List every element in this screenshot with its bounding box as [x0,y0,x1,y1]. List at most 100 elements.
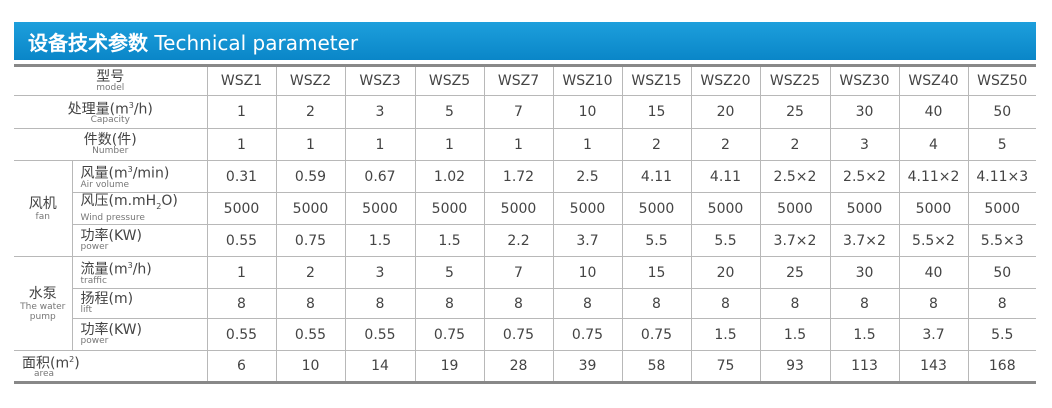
cell-number: 1 [483,128,554,161]
cell-wind-pressure: 5000 [275,192,346,225]
label-air-volume: 风量(m3/min) Air volume [71,160,208,193]
cell-area: 14 [344,350,416,383]
cell-pump-power: 1.5 [759,318,831,351]
cell-lift: 8 [690,288,761,319]
group-fan: 风机 fan [14,160,73,257]
cell-wind-pressure: 5000 [552,192,623,225]
title-en: Technical parameter [154,31,359,55]
cell-area: 58 [621,350,692,383]
cell-area: 168 [967,350,1036,383]
cell-wind-pressure: 5000 [206,192,277,225]
cell-number: 1 [552,128,623,161]
cell-wind-pressure: 5000 [690,192,761,225]
cell-lift: 8 [829,288,900,319]
cell-wind-pressure: 5000 [967,192,1036,225]
cell-traffic: 3 [344,256,416,289]
row-wind-pressure: 风压(m.mH2O) Wind pressure 5000 5000 5000 … [14,192,1036,225]
cell-traffic: 2 [275,256,346,289]
cell-air-volume: 1.02 [414,160,485,193]
cell-lift: 8 [206,288,277,319]
cell-lift: 8 [344,288,416,319]
cell-number: 2 [759,128,831,161]
row-lift: 扬程(m) lift 8 8 8 8 8 8 8 8 8 8 8 8 [14,288,1036,319]
parameter-table: 型号 model WSZ1 WSZ2 WSZ3 WSZ5 WSZ7 WSZ10 … [14,64,1036,384]
cell-traffic: 5 [414,256,485,289]
cell-fan-power: 0.75 [275,224,346,257]
cell-number: 1 [414,128,485,161]
cell-lift: 8 [552,288,623,319]
cell-model: WSZ20 [690,65,761,96]
cell-fan-power: 0.55 [206,224,277,257]
cell-traffic: 30 [829,256,900,289]
cell-area: 10 [275,350,346,383]
cell-area: 28 [483,350,554,383]
cell-air-volume: 0.59 [275,160,346,193]
row-traffic: 水泵 The water pump 流量(m3/h) traffic 1 2 3… [14,256,1036,351]
cell-air-volume: 1.72 [483,160,554,193]
cell-area: 93 [759,350,831,383]
cell-wind-pressure: 5000 [829,192,900,225]
cell-air-volume: 2.5×2 [829,160,900,193]
group-water-pump: 水泵 The water pump [14,256,73,351]
cell-pump-power: 0.75 [621,318,692,351]
cell-model: WSZ50 [967,65,1036,96]
cell-capacity: 20 [690,95,761,129]
cell-pump-power: 5.5 [967,318,1036,351]
cell-area: 19 [414,350,485,383]
cell-fan-power: 5.5 [621,224,692,257]
cell-model: WSZ10 [552,65,623,96]
row-model: 型号 model WSZ1 WSZ2 WSZ3 WSZ5 WSZ7 WSZ10 … [14,65,1036,96]
title-cn: 设备技术参数 [28,31,148,55]
cell-pump-power: 3.7 [898,318,969,351]
cell-lift: 8 [898,288,969,319]
cell-number: 2 [690,128,761,161]
cell-pump-power: 0.75 [483,318,554,351]
cell-capacity: 30 [829,95,900,129]
cell-traffic: 7 [483,256,554,289]
cell-model: WSZ3 [344,65,416,96]
cell-pump-power: 1.5 [690,318,761,351]
cell-area: 143 [898,350,969,383]
cell-capacity: 15 [621,95,692,129]
cell-capacity: 2 [275,95,346,129]
cell-traffic: 40 [898,256,969,289]
cell-model: WSZ1 [206,65,277,96]
cell-capacity: 7 [483,95,554,129]
row-fan-power: 功率(KW) power 0.55 0.75 1.5 1.5 2.2 3.7 5… [14,224,1036,257]
cell-capacity: 50 [967,95,1036,129]
label-fan-power: 功率(KW) power [72,224,208,257]
cell-traffic: 20 [690,256,761,289]
cell-number: 4 [898,128,969,161]
cell-lift: 8 [967,288,1036,319]
cell-pump-power: 0.55 [206,318,277,351]
cell-area: 75 [690,350,761,383]
row-pump-power: 功率(KW) power 0.55 0.55 0.55 0.75 0.75 0.… [14,318,1036,351]
cell-fan-power: 5.5 [690,224,761,257]
cell-number: 2 [621,128,692,161]
cell-fan-power: 1.5 [344,224,416,257]
label-pump-power: 功率(KW) power [72,318,208,351]
cell-fan-power: 3.7 [552,224,623,257]
row-capacity: 处理量(m3/h) Capacity 1 2 3 5 7 10 15 20 25… [14,95,1036,129]
cell-wind-pressure: 5000 [483,192,554,225]
cell-capacity: 25 [759,95,831,129]
cell-pump-power: 0.75 [414,318,485,351]
cell-traffic: 1 [206,256,277,289]
row-number: 件数(件) Number 1 1 1 1 1 1 2 2 2 3 4 5 [14,128,1036,161]
cell-model: WSZ7 [483,65,554,96]
row-area: 面积(m2) area 6 10 14 19 28 39 58 75 93 11… [14,350,1036,383]
row-air-volume: 风机 fan 风量(m3/min) Air volume 0.31 0.59 0… [14,160,1036,257]
cell-wind-pressure: 5000 [898,192,969,225]
cell-fan-power: 5.5×2 [898,224,969,257]
cell-traffic: 10 [552,256,623,289]
cell-lift: 8 [621,288,692,319]
cell-air-volume: 0.67 [344,160,416,193]
cell-capacity: 10 [552,95,623,129]
cell-air-volume: 2.5×2 [759,160,831,193]
cell-lift: 8 [414,288,485,319]
cell-air-volume: 4.11×3 [967,160,1036,193]
cell-number: 1 [206,128,277,161]
cell-number: 5 [967,128,1036,161]
cell-model: WSZ25 [759,65,831,96]
cell-pump-power: 0.75 [552,318,623,351]
